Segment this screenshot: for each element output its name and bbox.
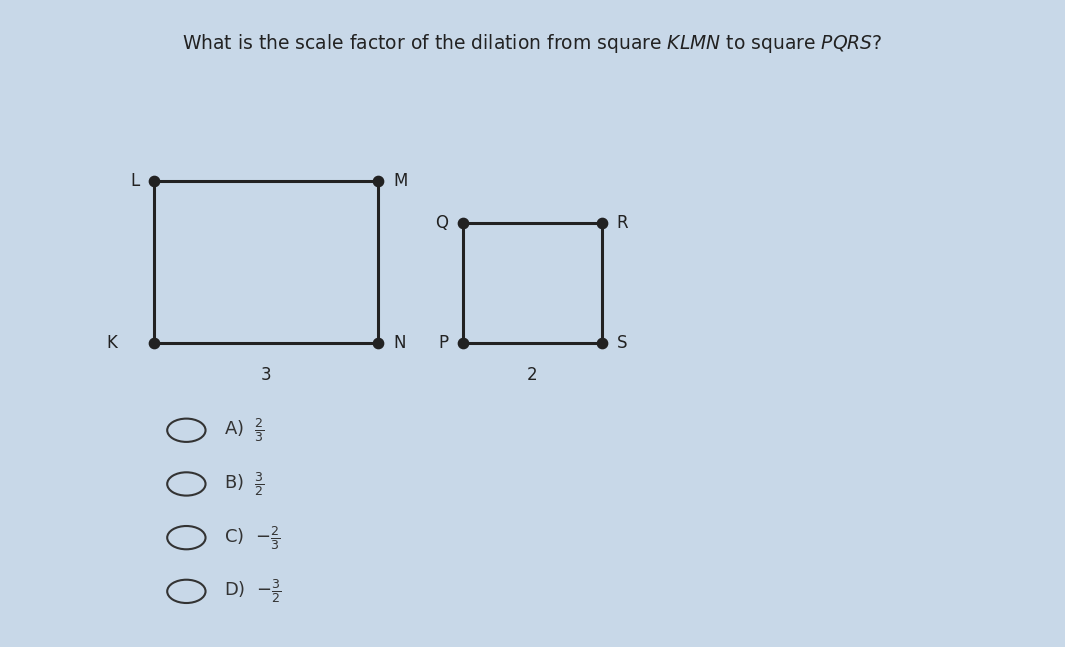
- Text: What is the scale factor of the dilation from square $KLMN$ to square $PQRS$?: What is the scale factor of the dilation…: [182, 32, 883, 56]
- Point: [370, 338, 387, 348]
- Text: A)  $\frac{2}{3}$: A) $\frac{2}{3}$: [224, 416, 264, 444]
- Point: [370, 176, 387, 186]
- Text: 3: 3: [261, 366, 272, 384]
- Text: 2: 2: [527, 366, 538, 384]
- Text: D)  $-\frac{3}{2}$: D) $-\frac{3}{2}$: [224, 577, 281, 606]
- Point: [146, 176, 163, 186]
- Point: [455, 338, 472, 348]
- Point: [455, 218, 472, 228]
- Text: K: K: [106, 334, 117, 352]
- Point: [593, 218, 610, 228]
- Text: R: R: [617, 214, 628, 232]
- Text: Q: Q: [436, 214, 448, 232]
- Text: S: S: [617, 334, 627, 352]
- Text: P: P: [438, 334, 448, 352]
- Text: N: N: [393, 334, 406, 352]
- Text: M: M: [393, 172, 407, 190]
- Text: C)  $-\frac{2}{3}$: C) $-\frac{2}{3}$: [224, 523, 280, 552]
- Point: [593, 338, 610, 348]
- Point: [146, 338, 163, 348]
- Text: L: L: [130, 172, 140, 190]
- Text: B)  $\frac{3}{2}$: B) $\frac{3}{2}$: [224, 470, 264, 498]
